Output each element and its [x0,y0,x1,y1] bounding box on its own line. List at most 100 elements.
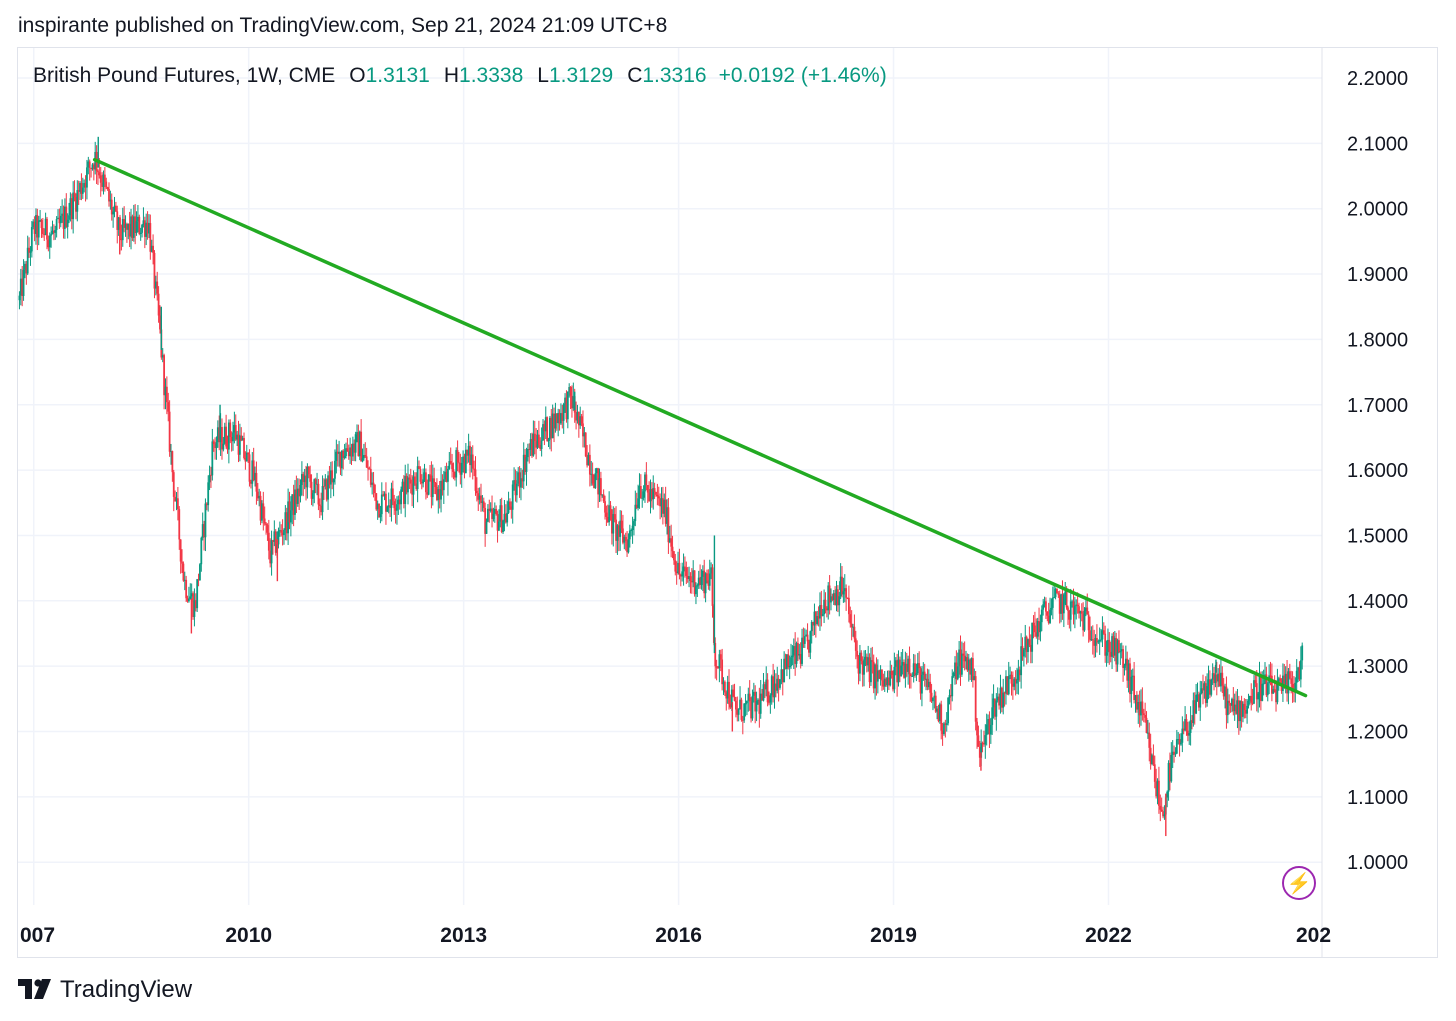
candle-body [693,570,696,595]
candle-body [299,484,302,497]
candle [134,204,137,245]
candle [732,684,735,698]
candle [568,383,571,398]
candle-body [615,519,617,541]
candle [747,687,750,712]
candle-body [543,424,546,432]
candle-body [232,432,234,442]
candle [419,466,422,485]
candle [958,641,961,678]
candle [164,378,167,410]
candle-body [434,482,437,487]
candle-body [746,700,748,704]
candle-body [867,657,870,666]
candle-body [878,670,881,679]
candle-body [663,499,666,514]
candle-body [353,443,356,453]
candle-body [584,432,587,457]
candle-body [186,598,189,602]
candle [1169,752,1171,791]
candle [309,465,312,488]
candle [172,469,175,512]
candle-body [685,567,688,576]
candle [1196,682,1199,702]
candle-body [332,478,335,483]
candle-body [1253,680,1255,704]
candle [18,291,21,310]
candle-body [801,637,803,664]
candle-body [362,455,365,459]
candle-body [845,588,848,598]
candle-body [885,678,888,686]
candle [504,504,507,524]
candle [343,443,346,460]
candle-body [126,223,128,230]
candle [998,693,1000,710]
candle [780,658,783,685]
candle-body [307,466,310,475]
candle-body [641,497,644,499]
candle [914,654,916,678]
candle [493,502,496,523]
candle [664,486,667,527]
candle-body [156,281,159,294]
candle [606,504,609,523]
candle-body [130,216,132,237]
candle-body [737,708,740,715]
chart-frame[interactable] [17,47,1438,958]
candle [987,714,989,735]
candle-body [1007,676,1010,695]
footer-branding[interactable]: TradingView [18,976,192,1004]
candle-body [37,220,40,238]
candle [820,590,823,627]
candle-body [1141,701,1144,714]
candle [161,348,164,363]
candle [36,208,39,251]
candle [30,221,33,258]
candle-body [857,656,860,674]
candle-body [145,222,148,237]
candle [126,222,128,243]
candle-body [455,450,458,478]
candle [278,521,281,537]
lightning-bolt-icon[interactable]: ⚡ [1282,866,1316,900]
candle-body [515,483,518,496]
candle-body [172,472,175,497]
candle [1091,625,1094,655]
candle [809,630,812,660]
candle-body [124,223,127,228]
candle-body [768,702,770,704]
candle [674,553,677,576]
candle [752,682,755,703]
candle [1144,702,1147,723]
candle-body [711,567,714,606]
candle [321,475,324,520]
candle [1153,755,1156,789]
candle [154,275,157,296]
candle [123,206,126,233]
candle-body [894,660,897,667]
candle-body [926,678,929,688]
candle [362,443,365,461]
candle-body [955,662,958,680]
candle [1299,646,1302,688]
candle-body [595,468,598,474]
candle [670,524,673,558]
candle-body [852,626,854,628]
candle-body [554,413,557,429]
candle-body [729,704,732,708]
candle [728,669,730,710]
candle-body [134,216,137,234]
candle-body [1090,639,1093,641]
candle-body [568,387,571,392]
candle [557,408,560,437]
candle-body [695,586,697,595]
candle [346,437,349,452]
candle [338,440,340,467]
candle-body [532,433,535,456]
candle [695,582,697,605]
candle [768,691,770,706]
candle [1075,599,1078,620]
candle-body [733,696,736,701]
